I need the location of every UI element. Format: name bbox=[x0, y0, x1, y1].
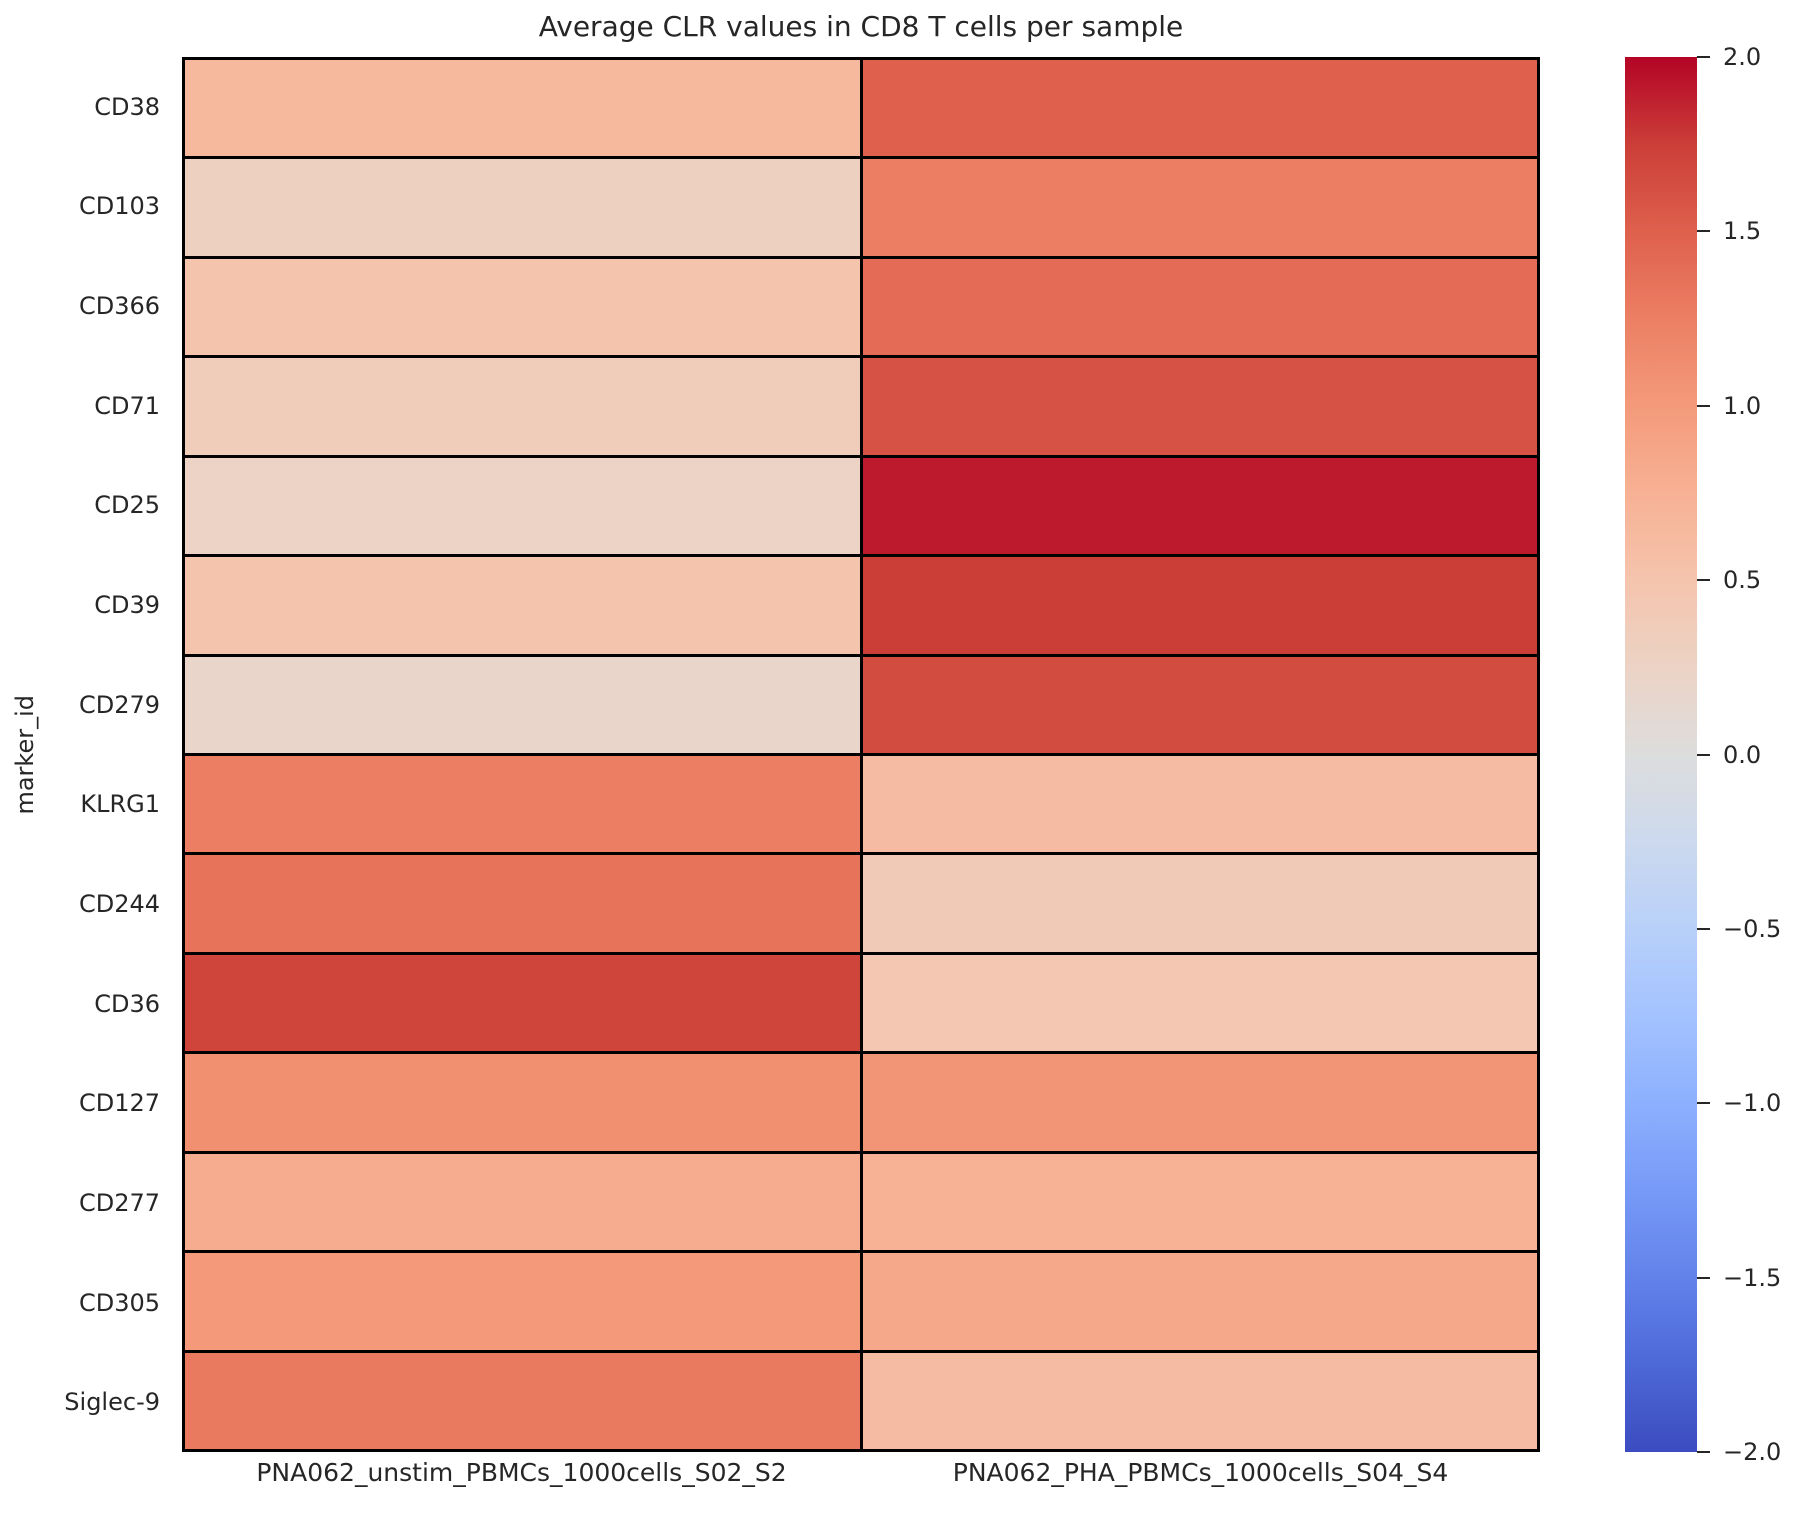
colorbar-tick-label: −0.5 bbox=[1723, 914, 1782, 943]
chart-title: Average CLR values in CD8 T cells per sa… bbox=[538, 10, 1184, 43]
heatmap-cell bbox=[185, 258, 860, 356]
heatmap-cell bbox=[862, 358, 1537, 455]
heatmap-cell bbox=[185, 1352, 860, 1449]
y-tick-label: CD279 bbox=[78, 690, 160, 719]
colorbar-tick-label: 1.0 bbox=[1723, 391, 1762, 420]
colorbar-tick bbox=[1697, 753, 1710, 756]
x-tick-labels: PNA062_unstim_PBMCs_1000cells_S02_S2 PNA0… bbox=[182, 1458, 1540, 1500]
heatmap-cell bbox=[862, 1054, 1537, 1151]
heatmap-cell bbox=[862, 855, 1537, 952]
colorbar-tick-label: −1.0 bbox=[1723, 1089, 1782, 1118]
heatmap-cell bbox=[862, 1352, 1537, 1449]
heatmap-cell bbox=[862, 954, 1537, 1052]
heatmap-cell bbox=[185, 60, 860, 157]
colorbar-tick-label: 2.0 bbox=[1723, 43, 1762, 71]
colorbar-tick bbox=[1697, 1102, 1710, 1105]
colorbar-tick bbox=[1697, 1276, 1710, 1279]
heatmap-cell bbox=[185, 159, 860, 256]
colorbar-tick bbox=[1697, 579, 1710, 582]
colorbar-tick-label: −1.5 bbox=[1723, 1263, 1782, 1292]
heatmap-cell bbox=[185, 557, 860, 654]
y-tick-label: CD277 bbox=[78, 1188, 160, 1217]
heatmap-cell bbox=[185, 954, 860, 1052]
heatmap-cell bbox=[862, 1253, 1537, 1350]
y-tick-labels: CD38 CD103 CD366 CD71 CD25 CD39 CD279 KLRG1 CD24… bbox=[0, 57, 160, 1452]
heatmap-cell bbox=[185, 756, 860, 853]
y-tick-label: CD103 bbox=[78, 192, 160, 221]
y-tick-label: CD25 bbox=[94, 491, 160, 520]
colorbar-tick-label: 0.5 bbox=[1723, 566, 1762, 595]
colorbar-tick bbox=[1697, 230, 1710, 233]
heatmap-cell bbox=[185, 457, 860, 555]
heatmap-cell bbox=[862, 159, 1537, 256]
heatmap-cell bbox=[185, 1153, 860, 1251]
heatmap-cell bbox=[862, 60, 1537, 157]
colorbar-tick bbox=[1697, 1451, 1710, 1453]
colorbar bbox=[1625, 57, 1697, 1452]
heatmap-cell bbox=[185, 1054, 860, 1151]
heatmap-grid bbox=[182, 57, 1540, 1452]
x-tick-label: PNA062_PHA_PBMCs_1000cells_S04_S4 bbox=[952, 1458, 1449, 1487]
colorbar-tick-label: 0.0 bbox=[1723, 740, 1762, 769]
y-tick-label: CD127 bbox=[78, 1089, 160, 1118]
heatmap-cell bbox=[185, 358, 860, 455]
x-tick-label: PNA062_unstim_PBMCs_1000cells_S02_S2 bbox=[256, 1458, 787, 1487]
heatmap-cell bbox=[862, 258, 1537, 356]
colorbar-tick bbox=[1697, 927, 1710, 930]
colorbar-tick bbox=[1697, 404, 1710, 407]
y-tick-label: CD38 bbox=[94, 92, 160, 121]
heatmap-cell bbox=[862, 756, 1537, 853]
y-tick-label: Siglec-9 bbox=[64, 1388, 160, 1417]
y-tick-label: CD36 bbox=[94, 989, 160, 1018]
colorbar-tick-label: −2.0 bbox=[1723, 1438, 1782, 1466]
heatmap-cell bbox=[185, 1253, 860, 1350]
heatmap-cell bbox=[185, 855, 860, 952]
y-tick-label: CD71 bbox=[94, 391, 160, 420]
y-tick-label: CD366 bbox=[78, 292, 160, 321]
heatmap-cell bbox=[862, 656, 1537, 753]
y-tick-label: CD305 bbox=[78, 1288, 160, 1317]
y-tick-label: KLRG1 bbox=[80, 790, 160, 819]
y-tick-label: CD39 bbox=[94, 591, 160, 620]
heatmap-cell bbox=[862, 1153, 1537, 1251]
colorbar-tick bbox=[1697, 56, 1710, 58]
heatmap-cell bbox=[862, 557, 1537, 654]
y-tick-label: CD244 bbox=[78, 889, 160, 918]
colorbar-tick-label: 1.5 bbox=[1723, 217, 1762, 246]
heatmap-cell bbox=[862, 457, 1537, 555]
heatmap-cell bbox=[185, 656, 860, 753]
